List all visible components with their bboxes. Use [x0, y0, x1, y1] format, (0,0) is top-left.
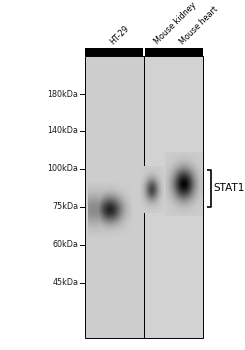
Text: 140kDa: 140kDa — [48, 126, 78, 135]
Text: Mouse heart: Mouse heart — [178, 5, 220, 46]
Text: 75kDa: 75kDa — [52, 202, 78, 211]
Text: 45kDa: 45kDa — [52, 278, 78, 287]
Text: Mouse kidney: Mouse kidney — [152, 1, 198, 46]
Text: HT-29: HT-29 — [108, 23, 131, 46]
Bar — [145, 48, 203, 56]
Bar — [144, 56, 203, 338]
Bar — [85, 48, 143, 56]
Text: 180kDa: 180kDa — [48, 90, 78, 99]
Bar — [85, 56, 144, 338]
Text: 100kDa: 100kDa — [48, 164, 78, 173]
Text: 60kDa: 60kDa — [52, 240, 78, 249]
Text: STAT1: STAT1 — [213, 183, 245, 194]
